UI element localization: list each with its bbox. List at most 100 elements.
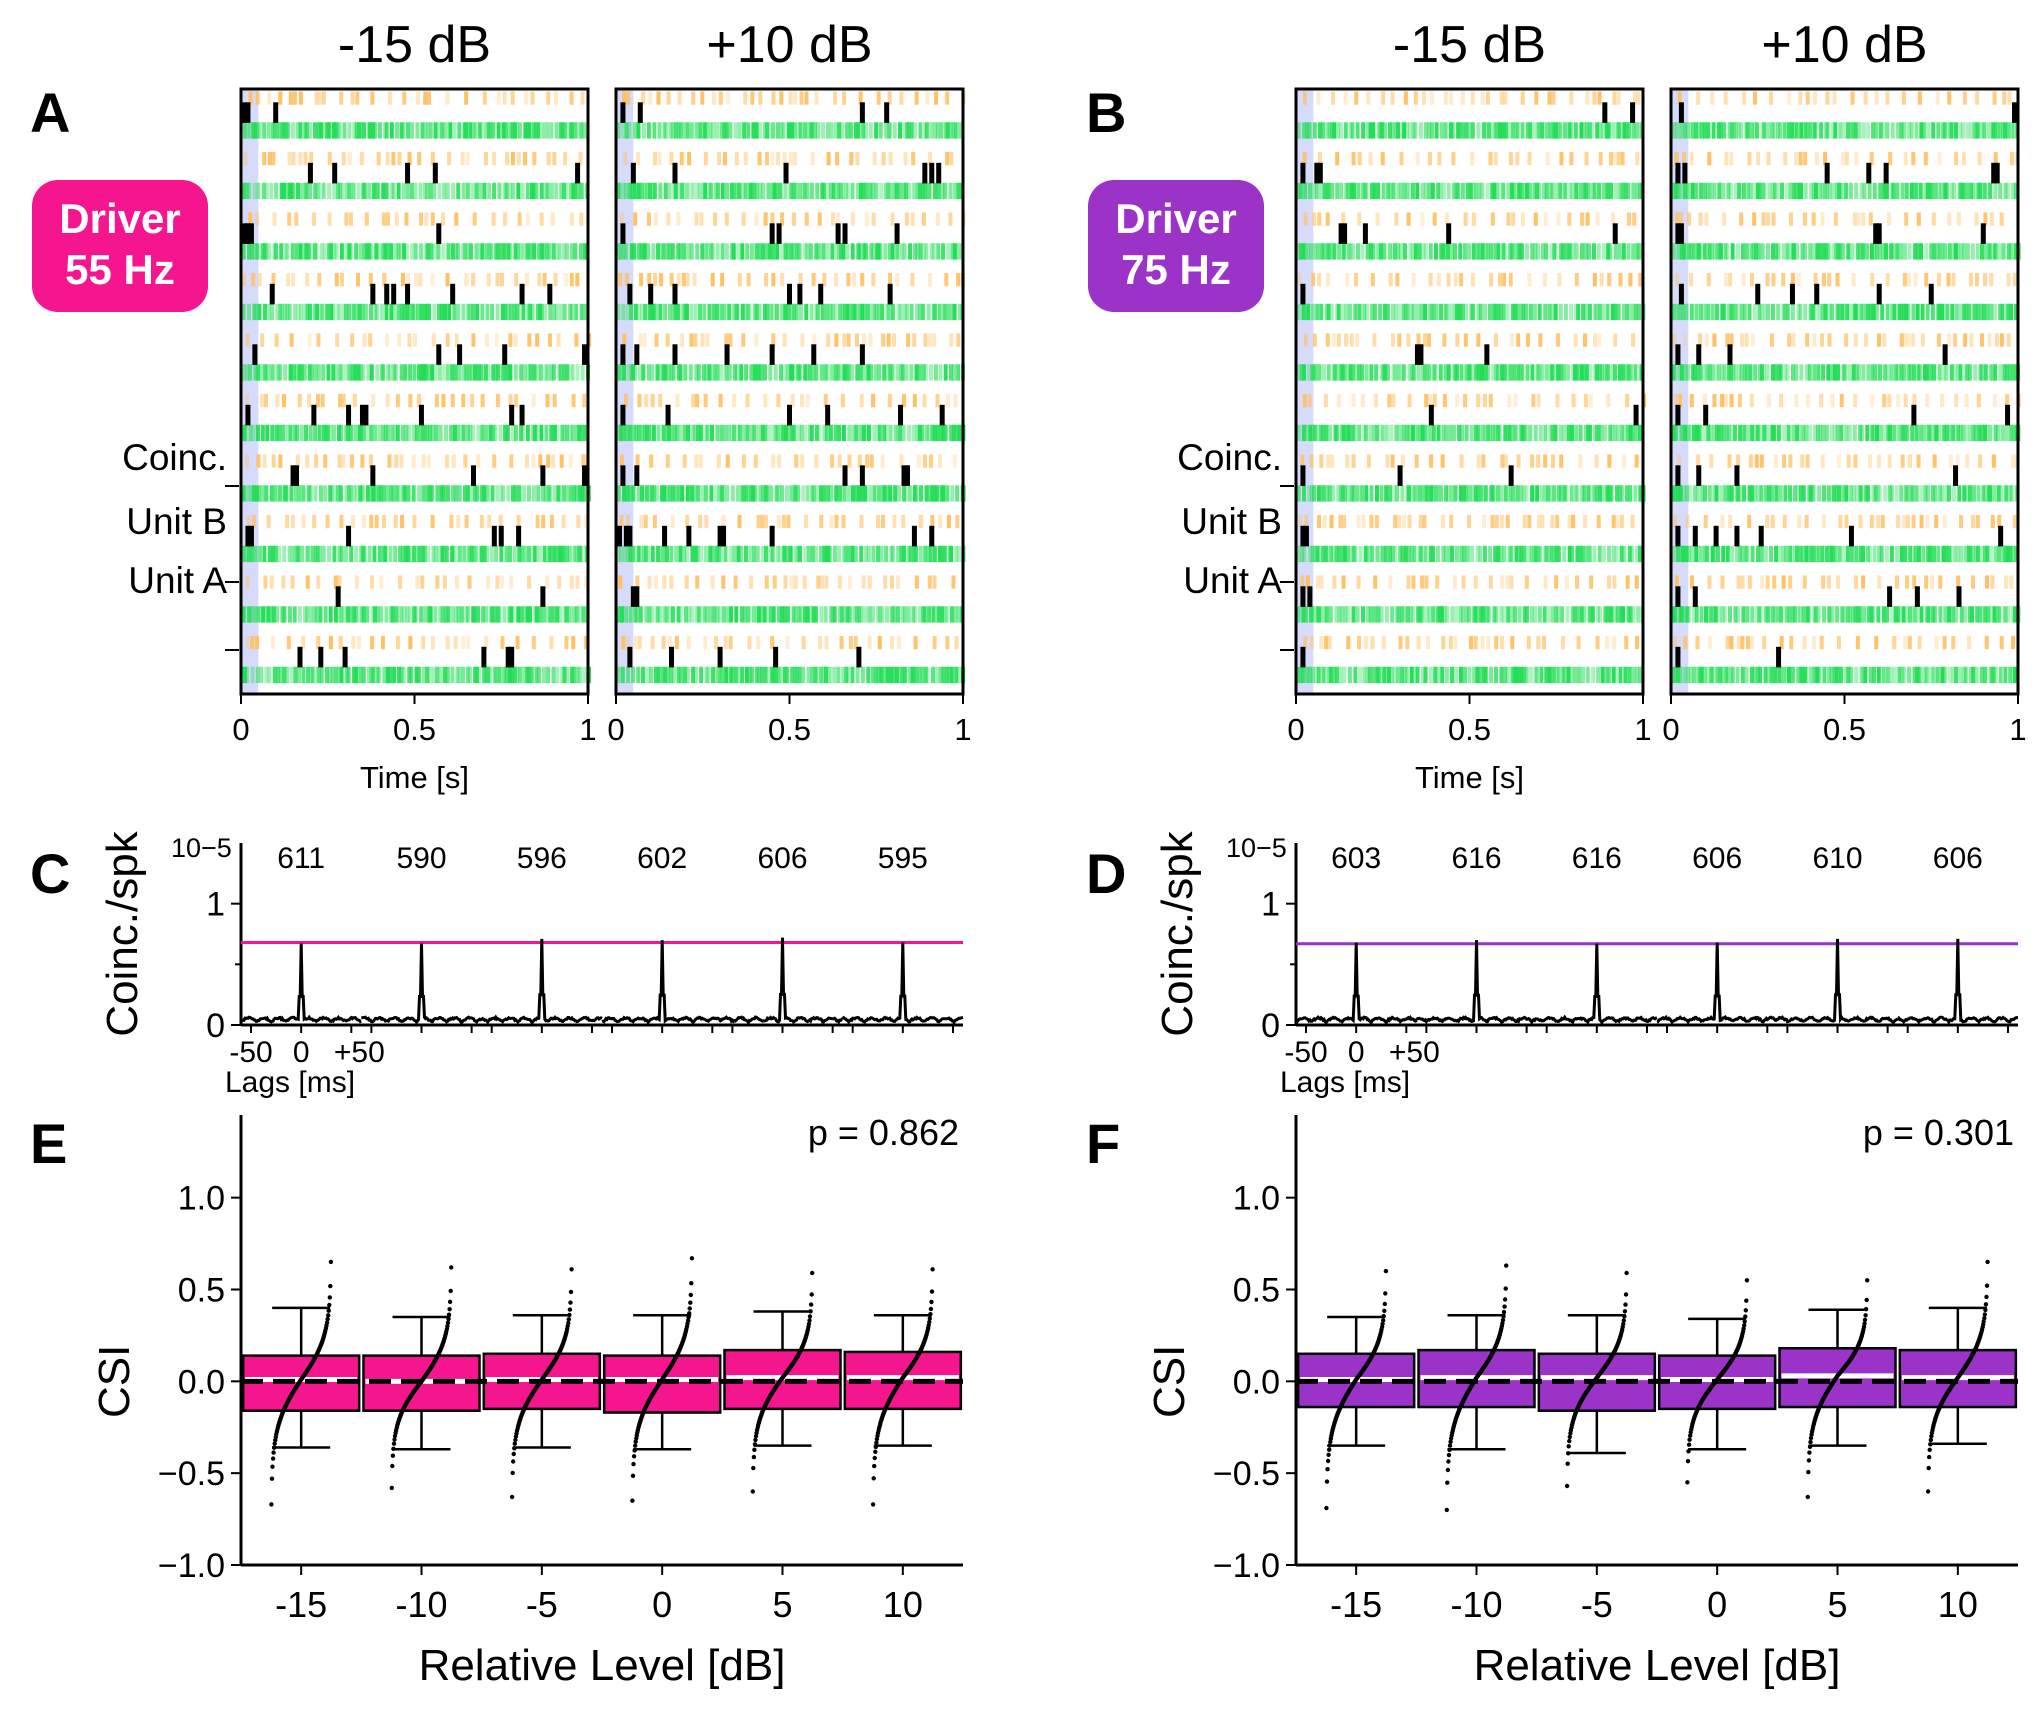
coincidence-mark: [1397, 465, 1403, 486]
coincidence-mark: [811, 344, 817, 365]
unit-a-spike: [650, 364, 655, 381]
unit-a-spike: [834, 485, 839, 502]
unit-a-spike: [1382, 666, 1387, 684]
unit-b-spike: [1545, 151, 1550, 166]
unit-a-spike: [573, 182, 578, 200]
unit-b-spike: [896, 635, 901, 650]
unit-b-spike: [502, 212, 507, 226]
driver-label-line2: 75 Hz: [1121, 246, 1231, 293]
unit-a-spike: [841, 606, 846, 623]
unit-b-spike: [421, 635, 426, 650]
unit-a-spike: [1722, 364, 1727, 381]
unit-b-spike: [794, 454, 799, 468]
unit-a-spike: [1926, 122, 1931, 139]
unit-a-spike: [760, 424, 765, 442]
unit-a-spike: [2003, 122, 2008, 139]
unit-b-spike: [700, 91, 705, 105]
unit-a-spike: [738, 666, 743, 684]
unit-b-spike: [1444, 212, 1449, 226]
unit-a-spike: [701, 364, 706, 381]
unit-a-spike: [1540, 485, 1545, 502]
unit-a-spike: [1975, 243, 1980, 260]
unit-a-spike: [562, 243, 567, 260]
unit-b-spike: [887, 91, 892, 105]
unit-b-spike: [1899, 333, 1904, 347]
unit-a-spike: [1909, 122, 1914, 139]
unit-a-spike: [1870, 424, 1875, 442]
unit-b-spike: [523, 91, 528, 105]
unit-a-spike: [450, 243, 455, 260]
unit-a-spike: [348, 606, 353, 623]
unit-b-spike: [1556, 212, 1561, 226]
unit-a-spike: [636, 666, 641, 684]
unit-b-spike: [291, 272, 296, 287]
unit-a-spike: [1465, 545, 1470, 563]
unit-b-spike: [569, 212, 574, 226]
unit-a-spike: [430, 364, 435, 381]
unit-a-spike: [878, 243, 883, 260]
unit-b-spike: [619, 212, 624, 226]
unit-b-spike: [400, 272, 405, 287]
unit-a-spike: [1384, 424, 1389, 442]
unit-a-spike: [1394, 424, 1399, 442]
unit-a-spike: [1557, 364, 1562, 381]
unit-a-spike: [1584, 303, 1589, 321]
unit-b-spike: [1771, 212, 1776, 226]
unit-b-spike: [865, 454, 870, 468]
unit-b-spike: [1494, 514, 1499, 529]
unit-a-spike: [1590, 182, 1595, 200]
unit-b-spike: [381, 212, 386, 226]
unit-a-spike: [283, 243, 288, 260]
unit-a-spike: [682, 545, 687, 563]
unit-a-spike: [833, 364, 838, 381]
unit-b-spike: [1470, 151, 1475, 166]
unit-a-spike: [1998, 364, 2003, 381]
unit-b-spike: [1802, 212, 1807, 226]
coincidence-mark: [384, 283, 390, 305]
unit-a-spike: [1892, 424, 1897, 442]
unit-a-spike: [1476, 364, 1481, 381]
unit-a-spike: [622, 364, 627, 381]
unit-a-spike: [1934, 424, 1939, 442]
unit-a-spike: [419, 243, 424, 260]
unit-b-spike: [294, 212, 299, 226]
unit-a-spike: [1396, 122, 1401, 139]
unit-b-spike: [1725, 333, 1730, 347]
unit-a-spike: [321, 424, 326, 442]
unit-a-spike: [1983, 364, 1988, 381]
unit-a-spike: [448, 122, 453, 139]
unit-a-spike: [1907, 122, 1912, 139]
unit-b-spike: [1741, 272, 1746, 287]
unit-a-spike: [1683, 364, 1688, 381]
coincidence-mark: [342, 646, 348, 668]
unit-a-spike: [1899, 243, 1904, 260]
unit-a-spike: [872, 485, 877, 502]
unit-a-spike: [1525, 364, 1530, 381]
unit-a-spike: [793, 666, 798, 684]
unit-a-spike: [1422, 424, 1427, 442]
unit-a-spike: [1370, 545, 1375, 563]
unit-a-spike: [329, 303, 334, 321]
unit-b-spike: [397, 151, 402, 166]
unit-b-spike: [491, 151, 496, 166]
unit-a-spike: [289, 666, 294, 684]
unit-a-spike: [1785, 243, 1790, 260]
unit-b-spike: [1298, 514, 1303, 529]
unit-a-spike: [1402, 122, 1407, 139]
unit-a-spike: [252, 182, 257, 200]
unit-b-spike: [1813, 272, 1818, 287]
unit-b-spike: [1620, 151, 1625, 166]
unit-a-spike: [1671, 364, 1676, 381]
unit-a-spike: [502, 182, 507, 200]
unit-a-spike: [1570, 424, 1575, 442]
unit-a-spike: [1809, 182, 1814, 200]
unit-a-spike: [643, 182, 648, 200]
unit-a-spike: [469, 485, 474, 502]
unit-a-spike: [373, 424, 378, 442]
unit-a-spike: [471, 303, 476, 321]
unit-a-spike: [1477, 666, 1482, 684]
unit-b-spike: [376, 151, 381, 166]
unit-b-spike: [1975, 91, 1980, 105]
unit-a-spike: [309, 364, 314, 381]
unit-a-spike: [480, 485, 485, 502]
